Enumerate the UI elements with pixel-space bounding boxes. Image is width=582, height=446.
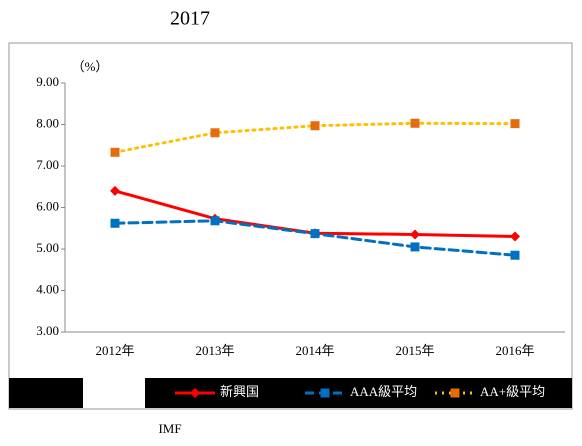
x-tick-label: 2016年 xyxy=(495,343,534,358)
point xyxy=(210,216,220,226)
point xyxy=(410,242,420,252)
point xyxy=(510,119,520,129)
y-tick-label: 7.00 xyxy=(36,157,59,172)
legend-gap xyxy=(83,378,145,408)
chart-title: 2017 xyxy=(170,8,210,30)
y-tick-label: 6.00 xyxy=(36,198,59,213)
legend-label: AA+級平均 xyxy=(480,384,545,399)
point xyxy=(110,218,120,228)
point xyxy=(510,231,520,242)
point xyxy=(510,250,520,260)
legend-marker xyxy=(320,388,330,398)
x-tick-label: 2012年 xyxy=(95,343,134,358)
legend-label: 新興国 xyxy=(220,384,259,399)
y-unit: （%） xyxy=(72,59,109,74)
point xyxy=(110,147,120,157)
point xyxy=(410,229,420,240)
point xyxy=(110,185,120,196)
x-tick-label: 2015年 xyxy=(395,343,434,358)
y-tick-label: 4.00 xyxy=(36,281,59,296)
y-tick-label: 9.00 xyxy=(36,74,59,89)
chart-frame xyxy=(8,42,573,410)
y-tick-label: 8.00 xyxy=(36,115,59,130)
legend-label: AAA級平均 xyxy=(350,384,417,399)
legend-marker xyxy=(450,388,460,398)
point xyxy=(410,118,420,128)
x-tick-label: 2014年 xyxy=(295,343,334,358)
x-tick-label: 2013年 xyxy=(195,343,234,358)
point xyxy=(310,229,320,239)
legend-marker xyxy=(190,388,200,398)
y-tick-label: 3.00 xyxy=(36,323,59,338)
point xyxy=(310,121,320,131)
source: IMF xyxy=(158,421,181,436)
point xyxy=(210,128,220,138)
y-tick-label: 5.00 xyxy=(36,240,59,255)
